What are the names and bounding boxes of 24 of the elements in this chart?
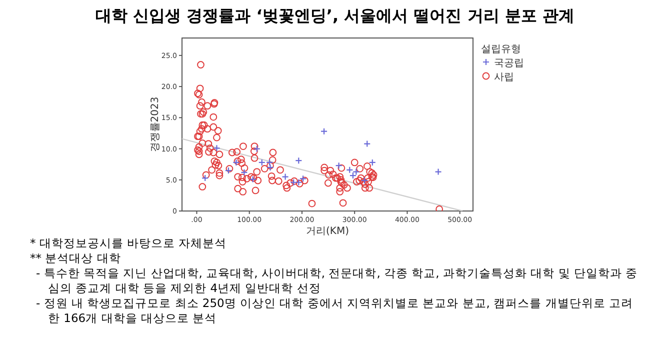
point bbox=[213, 144, 220, 152]
y-axis-title: 경쟁률2023 bbox=[150, 96, 161, 152]
point bbox=[253, 145, 260, 152]
text: * 대학정보공시를 바탕으로 자체분석 bbox=[30, 236, 228, 251]
text: - 정원 내 학생모집규모로 최소 250명 이상인 대학 중에서 지역위치별로 본교와 분교, 캠퍼스를 개별단위로 고려한 166개 대학을 대상으로 분석 bbox=[35, 296, 634, 326]
point bbox=[258, 158, 266, 166]
point bbox=[202, 174, 209, 182]
title: 대학 신입생 경쟁률과 ‘벚꽃엔딩’, 서울에서 떨어진 거리 분포 관계 bbox=[94, 6, 576, 27]
point bbox=[295, 157, 302, 164]
point bbox=[282, 173, 289, 180]
x-axis-title: 거리(KM) bbox=[306, 226, 350, 237]
legend-label: 국공립 bbox=[494, 58, 524, 69]
legend-title: 설립유형 bbox=[481, 44, 521, 55]
point bbox=[335, 162, 342, 170]
point bbox=[240, 168, 248, 176]
point bbox=[434, 168, 442, 176]
point bbox=[368, 158, 376, 166]
text: - 특수한 목적을 지닌 산업대학, 교육대학, 사이버대학, 전문대학, 각종 학교, 과학기술특성화 대학 및 단일학과 중심의 종교계 대학 등을 제외한 4년제 일반대학 선정 bbox=[35, 266, 639, 296]
point bbox=[364, 140, 371, 148]
point bbox=[320, 128, 328, 135]
text: ** 분석대상 대학 bbox=[30, 251, 122, 266]
legend-label: 사립 bbox=[494, 72, 514, 83]
point bbox=[352, 168, 360, 176]
point bbox=[224, 167, 232, 174]
